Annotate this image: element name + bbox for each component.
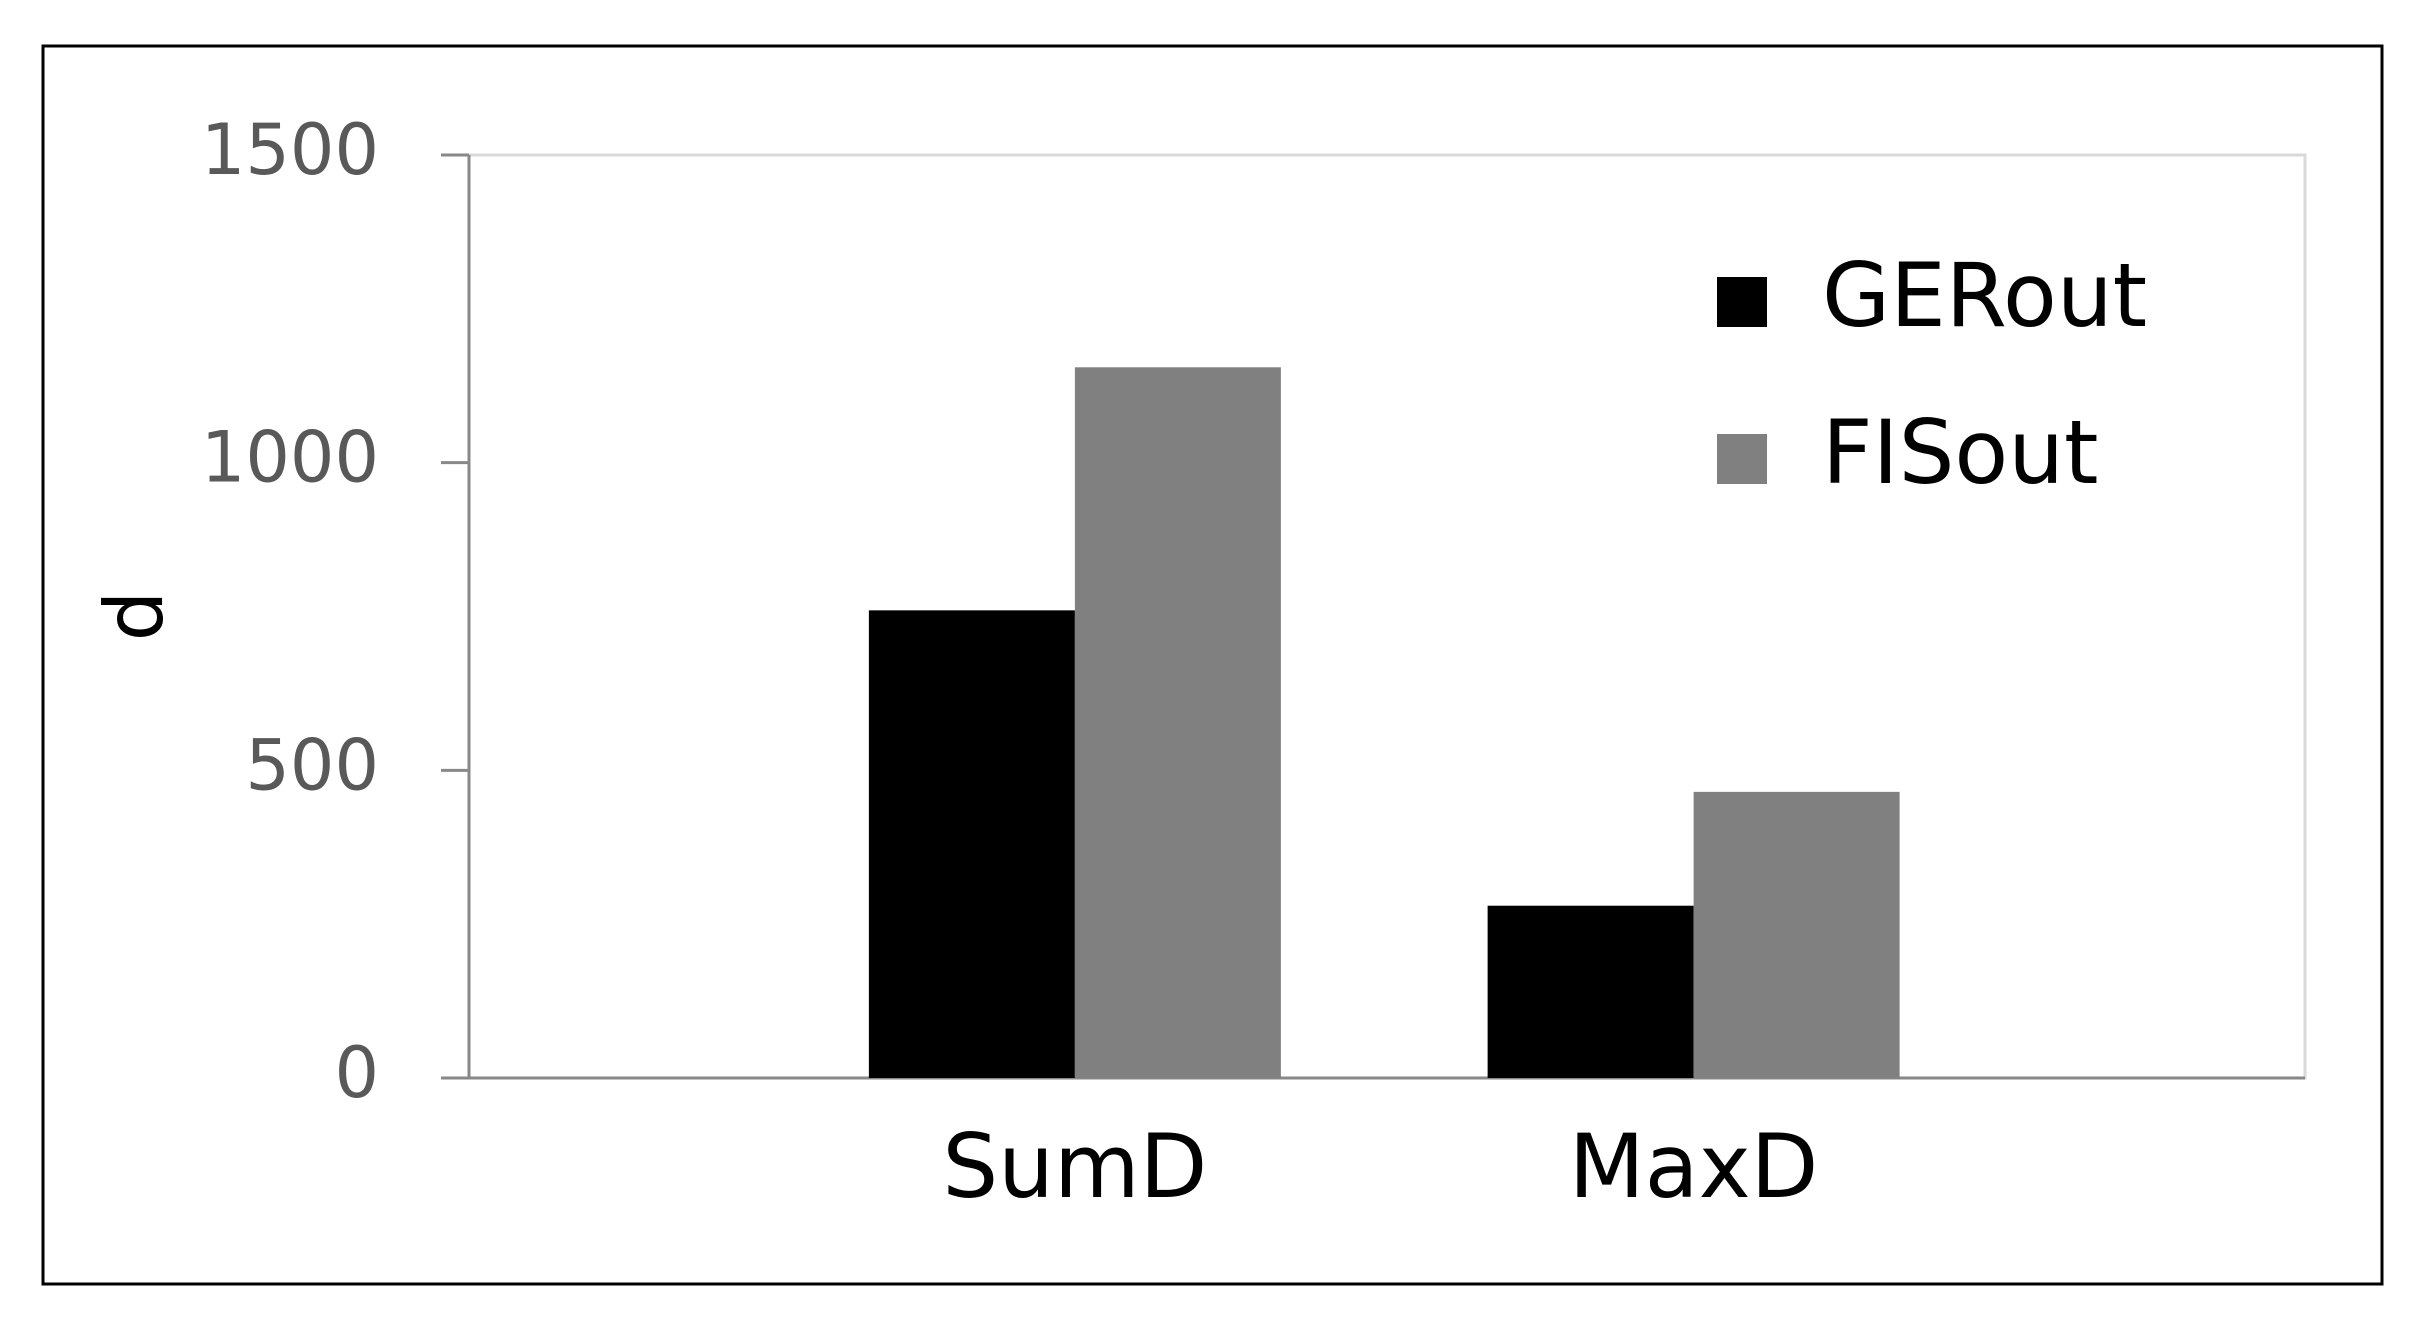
legend-label: GERout <box>1822 244 2147 347</box>
bar <box>868 610 1075 1078</box>
x-tick-label: MaxD <box>1569 1115 1819 1218</box>
bar <box>1693 791 1900 1078</box>
bar <box>1074 367 1281 1078</box>
y-tick-label: 1500 <box>201 109 379 191</box>
x-tick-label: SumD <box>942 1115 1207 1218</box>
legend-swatch <box>1717 434 1767 484</box>
bar <box>1487 905 1694 1078</box>
y-tick-label: 1000 <box>201 417 379 499</box>
y-axis-label: d <box>88 591 181 642</box>
y-tick-label: 500 <box>245 724 379 806</box>
legend-label: FISout <box>1822 401 2099 504</box>
y-tick-label: 0 <box>334 1032 379 1114</box>
legend-swatch <box>1717 277 1767 327</box>
